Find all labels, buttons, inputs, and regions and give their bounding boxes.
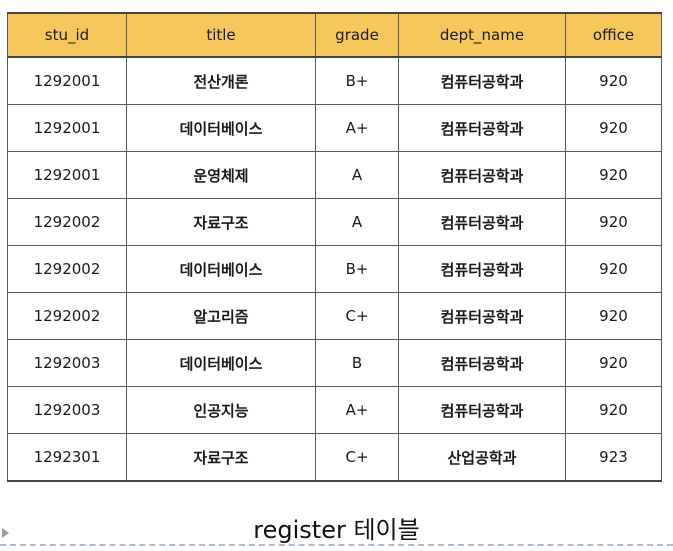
cell-title: 운영체제	[126, 151, 316, 199]
table-row: 1292001 운영체제 A 컴퓨터공학과 920	[7, 151, 662, 199]
cell-stu-id: 1292001	[7, 151, 127, 199]
cell-dept-name: 컴퓨터공학과	[398, 151, 566, 199]
table-row: 1292002 데이터베이스 B+ 컴퓨터공학과 920	[7, 245, 662, 293]
cell-stu-id: 1292002	[7, 292, 127, 340]
header-stu-id: stu_id	[7, 12, 127, 58]
cell-office: 920	[565, 386, 662, 434]
cell-dept-name: 컴퓨터공학과	[398, 56, 566, 105]
cell-title: 자료구조	[126, 198, 316, 246]
cell-grade: C+	[315, 433, 399, 482]
cell-office: 920	[565, 56, 662, 105]
cell-stu-id: 1292001	[7, 104, 127, 152]
cell-grade: C+	[315, 292, 399, 340]
table-row: 1292001 전산개론 B+ 컴퓨터공학과 920	[7, 56, 662, 105]
cell-stu-id: 1292301	[7, 433, 127, 482]
cell-title: 데이터베이스	[126, 339, 316, 387]
cell-stu-id: 1292002	[7, 245, 127, 293]
table-row: 1292003 인공지능 A+ 컴퓨터공학과 920	[7, 386, 662, 434]
cell-grade: B+	[315, 56, 399, 105]
table-row: 1292002 자료구조 A 컴퓨터공학과 920	[7, 198, 662, 246]
table-row: 1292301 자료구조 C+ 산업공학과 923	[7, 433, 662, 482]
cell-stu-id: 1292003	[7, 339, 127, 387]
cell-title: 전산개론	[126, 56, 316, 105]
table-row: 1292001 데이터베이스 A+ 컴퓨터공학과 920	[7, 104, 662, 152]
cell-stu-id: 1292001	[7, 56, 127, 105]
register-table-container: stu_id title grade dept_name office 1292…	[7, 12, 662, 482]
cell-office: 920	[565, 339, 662, 387]
cell-office: 923	[565, 433, 662, 482]
cell-grade: A	[315, 198, 399, 246]
cell-dept-name: 컴퓨터공학과	[398, 245, 566, 293]
cell-grade: A+	[315, 386, 399, 434]
cell-office: 920	[565, 198, 662, 246]
cell-title: 인공지능	[126, 386, 316, 434]
header-office: office	[565, 12, 662, 58]
header-title: title	[126, 12, 316, 58]
table-row: 1292003 데이터베이스 B 컴퓨터공학과 920	[7, 339, 662, 387]
cell-title: 알고리즘	[126, 292, 316, 340]
cell-title: 데이터베이스	[126, 245, 316, 293]
cell-stu-id: 1292003	[7, 386, 127, 434]
table-caption: register 테이블	[253, 516, 420, 544]
cell-stu-id: 1292002	[7, 198, 127, 246]
cell-grade: A+	[315, 104, 399, 152]
cell-title: 데이터베이스	[126, 104, 316, 152]
cell-office: 920	[565, 292, 662, 340]
header-dept-name: dept_name	[398, 12, 566, 58]
cell-dept-name: 컴퓨터공학과	[398, 104, 566, 152]
table-row: 1292002 알고리즘 C+ 컴퓨터공학과 920	[7, 292, 662, 340]
cell-dept-name: 컴퓨터공학과	[398, 339, 566, 387]
cell-grade: B+	[315, 245, 399, 293]
cell-grade: A	[315, 151, 399, 199]
cell-grade: B	[315, 339, 399, 387]
cell-dept-name: 컴퓨터공학과	[398, 292, 566, 340]
bullet-arrow-icon	[2, 528, 9, 538]
header-grade: grade	[315, 12, 399, 58]
caption-divider	[0, 544, 673, 546]
cell-office: 920	[565, 245, 662, 293]
cell-office: 920	[565, 151, 662, 199]
cell-dept-name: 산업공학과	[398, 433, 566, 482]
cell-title: 자료구조	[126, 433, 316, 482]
cell-office: 920	[565, 104, 662, 152]
cell-dept-name: 컴퓨터공학과	[398, 198, 566, 246]
register-table: stu_id title grade dept_name office 1292…	[7, 12, 662, 482]
table-header-row: stu_id title grade dept_name office	[7, 12, 662, 58]
cell-dept-name: 컴퓨터공학과	[398, 386, 566, 434]
